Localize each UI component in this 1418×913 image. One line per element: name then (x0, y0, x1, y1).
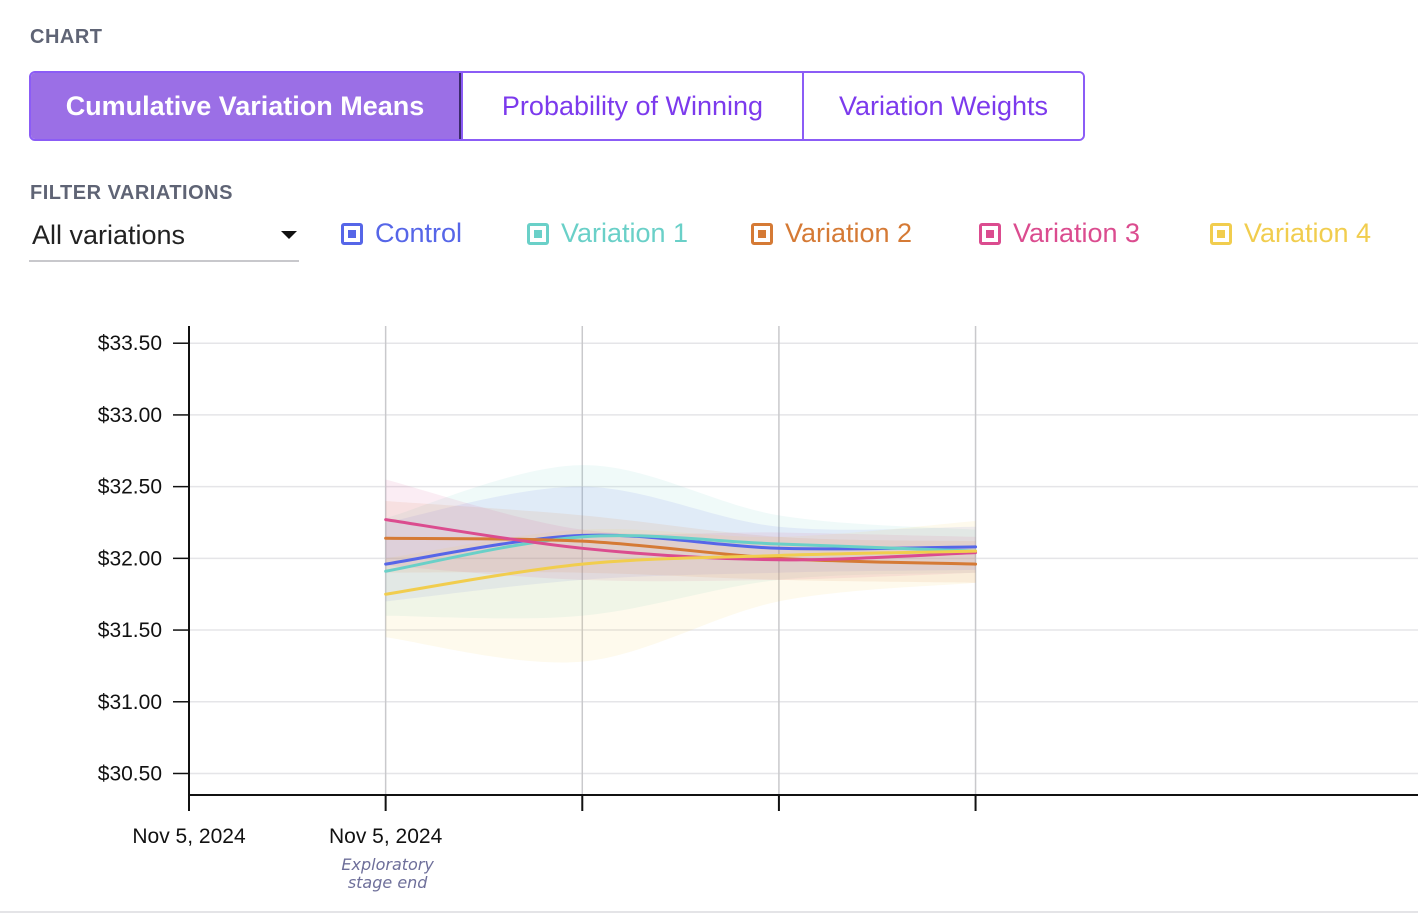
confidence-band (385, 521, 976, 663)
caret-down-icon (281, 231, 297, 239)
y-tick-label: $33.50 (98, 332, 162, 355)
tab-cumulative-variation-means[interactable]: Cumulative Variation Means (31, 73, 461, 139)
series-line (384, 534, 978, 573)
legend-label: Variation 1 (561, 218, 689, 248)
filter-variations-label: FILTER VARIATIONS (30, 182, 233, 204)
x-tick-annotation: stage end (348, 873, 428, 892)
variation-filter-value: All variations (32, 220, 186, 250)
confidence-band (385, 479, 976, 582)
y-tick-label: $32.50 (98, 476, 162, 499)
legend-label: Variation 3 (1013, 218, 1141, 248)
y-tick-label: $31.00 (98, 691, 162, 714)
series-line (384, 518, 978, 562)
x-tick-label: Nov 5, 2024 (329, 825, 443, 848)
y-tick-label: $31.50 (98, 619, 162, 642)
series-line (384, 549, 978, 596)
chart-section-label: CHART (30, 26, 103, 48)
checkbox-icon (751, 222, 773, 245)
legend-item-control[interactable]: Control (341, 218, 462, 249)
y-tick-label: $33.00 (98, 404, 162, 427)
y-tick-label: $30.50 (98, 762, 162, 785)
checkbox-icon (527, 222, 549, 245)
legend-label: Control (375, 218, 463, 248)
confidence-band (385, 500, 976, 583)
tab-variation-weights[interactable]: Variation Weights (802, 73, 1083, 139)
legend-item-variation-3[interactable]: Variation 3 (979, 218, 1140, 249)
checkbox-icon (341, 222, 363, 245)
legend-item-variation-1[interactable]: Variation 1 (527, 218, 688, 249)
checkbox-icon (1210, 222, 1232, 245)
legend-item-variation-4[interactable]: Variation 4 (1210, 218, 1371, 249)
chart-tabs: Cumulative Variation Means Probability o… (29, 71, 1085, 141)
series-line (384, 536, 978, 566)
checkbox-icon (979, 222, 1001, 245)
confidence-band (385, 486, 976, 602)
y-tick-label: $32.00 (98, 547, 162, 570)
legend-item-variation-2[interactable]: Variation 2 (751, 218, 912, 249)
legend-label: Variation 4 (1244, 218, 1372, 248)
tab-probability-of-winning[interactable]: Probability of Winning (461, 73, 802, 139)
variation-filter-select[interactable]: All variations (29, 212, 299, 262)
x-tick-label: Nov 5, 2024 (132, 825, 246, 848)
x-tick-annotation: Exploratory (341, 855, 434, 874)
legend-label: Variation 2 (785, 218, 913, 248)
confidence-band (385, 465, 976, 619)
